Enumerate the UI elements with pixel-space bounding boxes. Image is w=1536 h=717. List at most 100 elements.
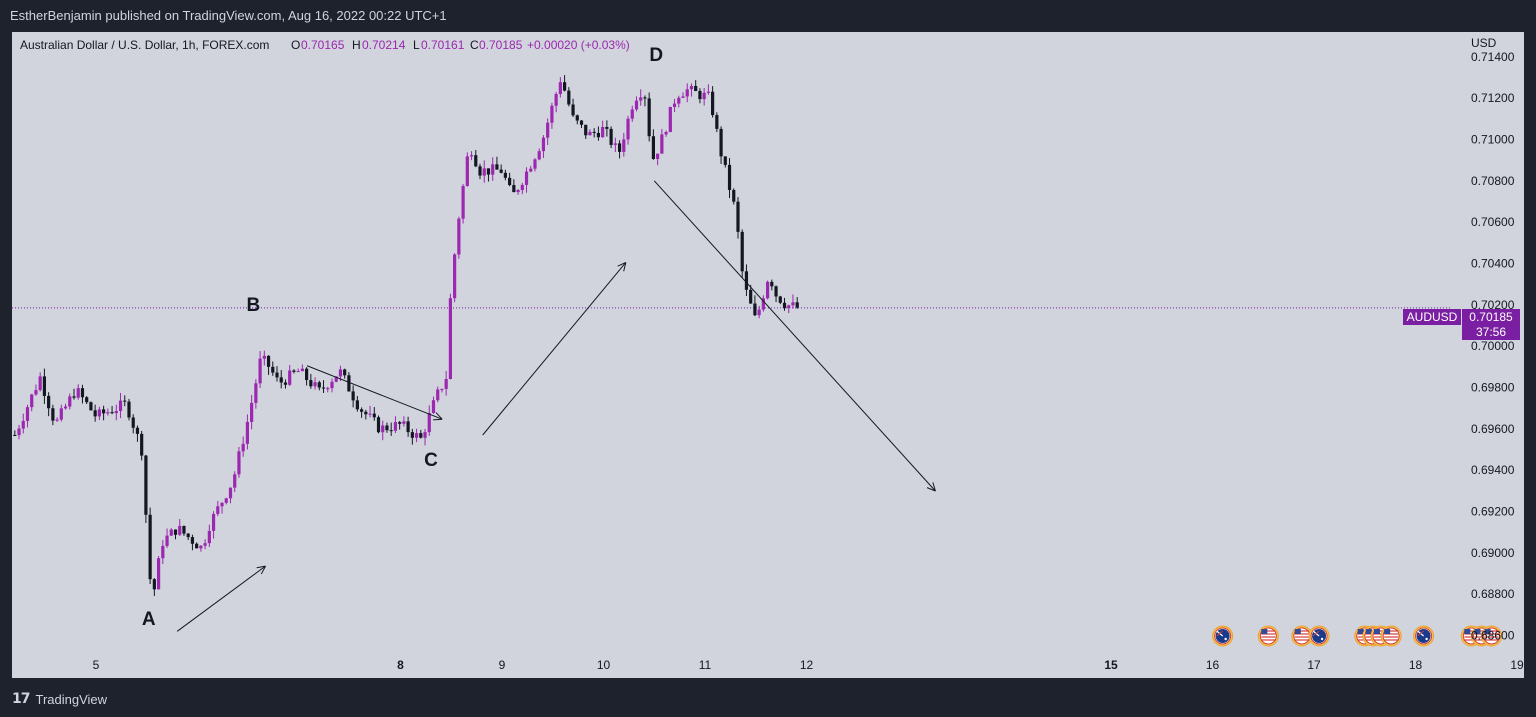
legend-symbol: Australian Dollar / U.S. Dollar, 1h, FOR…: [20, 38, 269, 52]
candle-body: [694, 85, 698, 91]
candle-body: [613, 143, 617, 145]
candle-body: [131, 417, 135, 428]
candle-body: [343, 369, 347, 376]
candle-body: [140, 433, 144, 456]
candle-body: [732, 189, 736, 202]
candle-body: [262, 355, 266, 359]
publisher-line: EstherBenjamin published on TradingView.…: [10, 8, 447, 23]
candle-body: [431, 400, 436, 414]
candle-body: [516, 190, 520, 193]
candle-body: [588, 131, 592, 136]
candle-body: [795, 302, 799, 308]
candle-body: [63, 406, 68, 409]
candle-body: [579, 120, 584, 125]
candle-body: [723, 156, 727, 165]
trend-arrow[interactable]: [306, 365, 443, 421]
candle-body: [156, 558, 161, 590]
candle-body: [546, 122, 550, 138]
legend-high-value: 0.70214: [362, 38, 406, 52]
us-flag-icon[interactable]: [1257, 625, 1279, 647]
candle-body: [609, 128, 613, 145]
price-tick-label: 0.70400: [1471, 256, 1515, 270]
price-chart[interactable]: A B C D 0.71400 0.71200 0.71000 0.70800 0.70600…: [12, 32, 1524, 678]
candle-body: [520, 184, 524, 191]
candle-body: [592, 131, 596, 133]
us-flag-icon[interactable]: [1380, 625, 1402, 647]
candle-body: [626, 118, 630, 140]
candle-body: [250, 402, 254, 422]
candle-body: [334, 376, 338, 382]
price-tick-label: 0.70000: [1471, 339, 1515, 353]
price-tick-label: 0.69600: [1471, 422, 1515, 436]
legend-low-value: 0.70161: [421, 38, 465, 52]
tradingview-logo[interactable]: 17 TradingView: [12, 691, 107, 707]
candle-body: [68, 396, 72, 407]
price-badge: 0.70185: [1469, 310, 1513, 324]
candle-body: [47, 395, 51, 409]
candle-body: [562, 82, 567, 91]
candle-body: [169, 529, 173, 536]
time-tick-label: 15: [1104, 658, 1118, 672]
candle-body: [110, 412, 114, 414]
legend-open-label: O: [291, 38, 300, 52]
candle-body: [42, 376, 47, 396]
candle-body: [347, 375, 351, 392]
candle-body: [114, 410, 118, 414]
au-flag-icon[interactable]: [1212, 625, 1234, 647]
trend-arrow[interactable]: [176, 565, 266, 632]
candle-body: [495, 164, 499, 170]
candle-body: [596, 132, 601, 138]
candle-body: [76, 388, 80, 398]
candle-body: [706, 91, 710, 93]
time-tick-label: 11: [699, 658, 712, 672]
footer-bar: 17 TradingView: [0, 680, 1536, 717]
candle-body: [406, 421, 410, 433]
candle-body: [245, 421, 250, 444]
candle-body: [13, 435, 17, 436]
candle-body: [660, 134, 664, 154]
candle-body: [292, 370, 296, 372]
candle-body: [410, 432, 414, 438]
candle-body: [774, 286, 778, 297]
candle-body: [271, 366, 275, 373]
candle-body: [757, 309, 761, 316]
candle-body: [385, 425, 389, 431]
us-flag-icon[interactable]: [1291, 625, 1313, 647]
price-tick-label: 0.69000: [1471, 546, 1515, 560]
candle-body: [444, 379, 448, 389]
price-tick-label: 0.70600: [1471, 215, 1515, 229]
candle-body: [228, 487, 233, 499]
trend-arrow[interactable]: [482, 262, 627, 436]
candle-body: [711, 91, 715, 116]
countdown-badge: 37:56: [1476, 325, 1506, 339]
legend-close-value: 0.70185: [479, 38, 523, 52]
time-tick-label: 12: [800, 658, 814, 672]
candle-body: [770, 281, 774, 287]
au-flag-icon[interactable]: [1308, 625, 1330, 647]
time-tick-label: 10: [597, 658, 611, 672]
au-flag-icon[interactable]: [1413, 625, 1435, 647]
us-flag-icon[interactable]: [1481, 625, 1503, 647]
trend-arrow-head: [260, 565, 266, 575]
candle-body: [106, 412, 110, 414]
trend-arrow-head: [617, 262, 627, 267]
candle-body: [266, 355, 271, 367]
candle-body: [744, 271, 749, 290]
trend-arrow[interactable]: [653, 180, 936, 492]
candle-body: [512, 185, 516, 193]
candle-body: [51, 408, 55, 421]
candle-body: [765, 281, 770, 299]
chart-pane[interactable]: A B C D 0.71400 0.71200 0.71000 0.70800 0.70600…: [12, 32, 1524, 678]
candle-body: [647, 98, 651, 137]
time-tick-label: 5: [93, 658, 100, 672]
candle-body: [533, 159, 537, 169]
tradingview-logo-icon: 17: [12, 691, 31, 707]
candle-body: [482, 168, 486, 176]
candle-body: [541, 137, 546, 152]
price-tick-label: 0.70800: [1471, 174, 1515, 188]
trend-arrow-line: [653, 180, 936, 492]
candle-body: [38, 376, 42, 391]
candle-body: [524, 171, 529, 185]
candle-body: [469, 155, 474, 157]
time-tick-label: 16: [1206, 658, 1220, 672]
